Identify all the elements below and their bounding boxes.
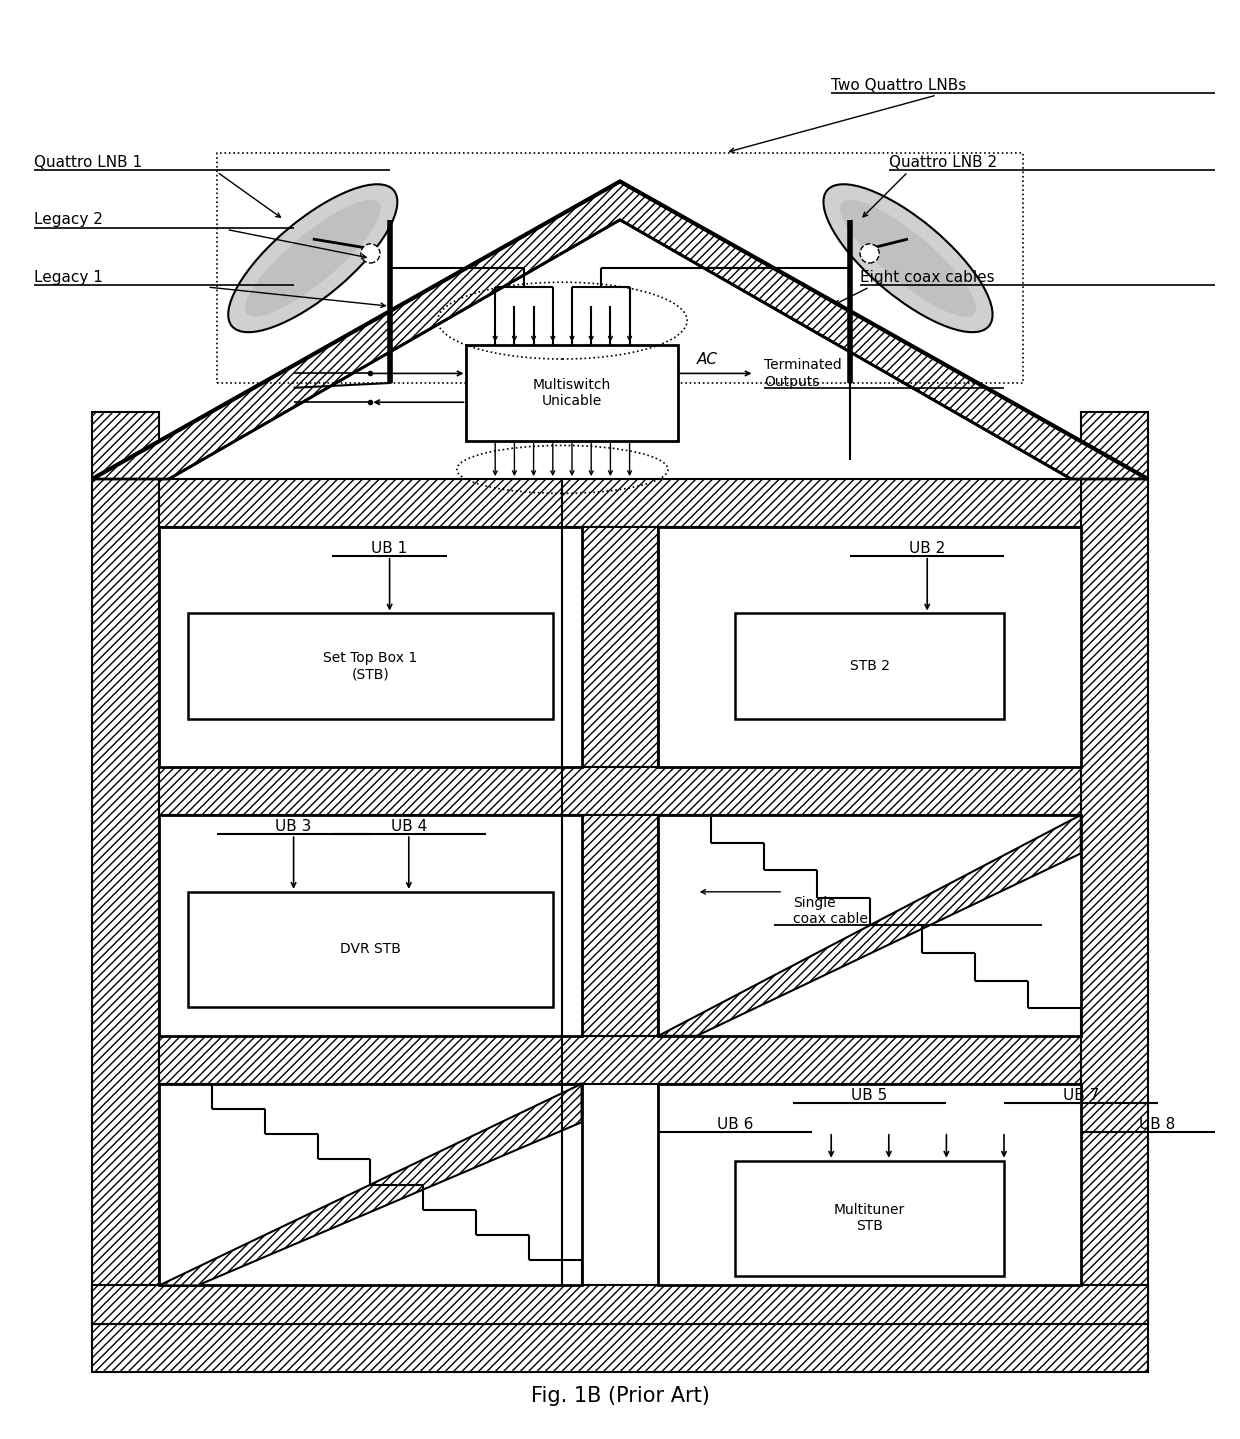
Text: Quattro LNB 1: Quattro LNB 1 <box>35 155 143 170</box>
Bar <box>92 1285 1148 1324</box>
Ellipse shape <box>823 184 992 332</box>
Text: DVR STB: DVR STB <box>340 943 401 957</box>
Text: UB 7: UB 7 <box>1063 1088 1099 1104</box>
Ellipse shape <box>244 200 381 317</box>
Text: STB 2: STB 2 <box>849 659 889 673</box>
Polygon shape <box>92 181 1148 479</box>
Bar <box>159 767 1081 814</box>
Text: UB 1: UB 1 <box>372 541 408 555</box>
Text: UB 5: UB 5 <box>852 1088 888 1104</box>
Circle shape <box>861 243 879 263</box>
Bar <box>159 814 582 1036</box>
Bar <box>658 814 1081 1036</box>
Bar <box>582 814 658 1036</box>
Bar <box>1081 412 1148 1324</box>
Text: UB 2: UB 2 <box>909 541 945 555</box>
Text: Legacy 1: Legacy 1 <box>35 271 103 285</box>
Text: Two Quattro LNBs: Two Quattro LNBs <box>831 78 966 94</box>
Bar <box>159 527 582 767</box>
Text: Fig. 1B (Prior Art): Fig. 1B (Prior Art) <box>531 1386 709 1406</box>
Text: UB 3: UB 3 <box>275 819 311 835</box>
Bar <box>735 1161 1004 1276</box>
Text: UB 8: UB 8 <box>1140 1117 1176 1132</box>
Polygon shape <box>159 1084 582 1285</box>
Bar <box>92 1324 1148 1371</box>
Bar <box>658 1084 1081 1285</box>
Bar <box>582 527 658 767</box>
Text: Eight coax cables: Eight coax cables <box>861 271 994 285</box>
Text: Single
coax cable: Single coax cable <box>792 896 868 927</box>
Bar <box>159 1084 582 1285</box>
Text: UB 6: UB 6 <box>717 1117 754 1132</box>
Bar <box>217 153 1023 383</box>
Text: Multituner
STB: Multituner STB <box>835 1203 905 1233</box>
Polygon shape <box>658 814 1081 1036</box>
Text: Quattro LNB 2: Quattro LNB 2 <box>889 155 997 170</box>
Ellipse shape <box>839 200 976 317</box>
Text: UB 4: UB 4 <box>391 819 427 835</box>
Text: AC: AC <box>697 351 718 367</box>
Bar <box>735 613 1004 720</box>
Bar <box>92 412 159 1324</box>
Ellipse shape <box>228 184 397 332</box>
Bar <box>466 344 677 440</box>
Text: Legacy 2: Legacy 2 <box>35 213 103 227</box>
Bar <box>188 892 553 1007</box>
Text: Set Top Box 1
(STB): Set Top Box 1 (STB) <box>324 650 418 681</box>
Bar <box>188 613 553 720</box>
Bar <box>159 479 1081 527</box>
Text: Terminated
Outputs: Terminated Outputs <box>764 358 842 389</box>
Circle shape <box>361 243 379 263</box>
Text: Multiswitch
Unicable: Multiswitch Unicable <box>533 377 611 407</box>
Bar <box>658 527 1081 767</box>
Bar <box>159 1036 1081 1084</box>
